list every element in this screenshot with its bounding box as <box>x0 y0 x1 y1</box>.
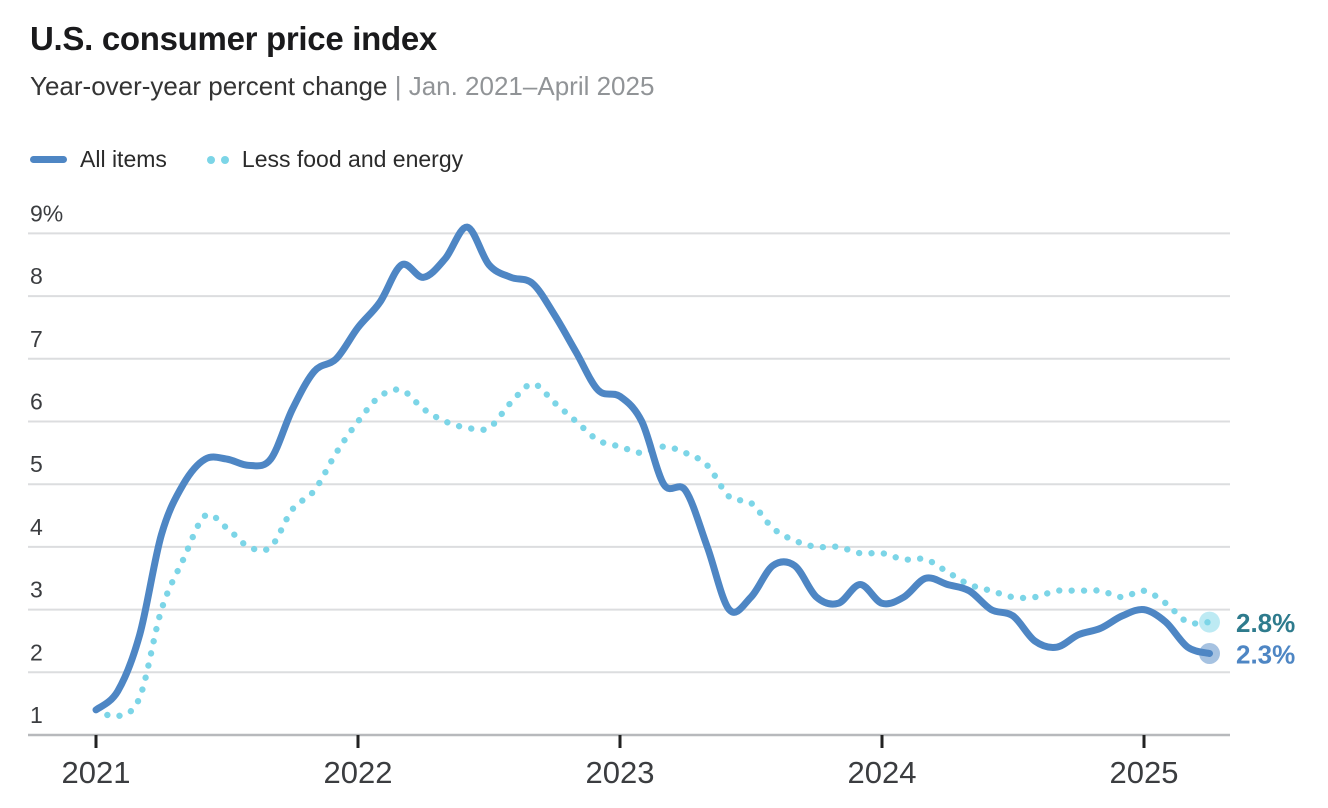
subtitle-measure: Year-over-year percent change <box>30 71 388 101</box>
series-line-less-food-and-energy <box>92 380 1213 720</box>
y-axis-label-3: 3 <box>30 577 43 603</box>
x-axis-label-2024: 2024 <box>848 755 917 790</box>
y-axis-label-6: 6 <box>30 389 43 415</box>
page-title: U.S. consumer price index <box>30 20 437 57</box>
subtitle-date-range: Jan. 2021–April 2025 <box>408 71 655 101</box>
y-axis-label-2: 2 <box>30 639 43 665</box>
y-axis-label-5: 5 <box>30 451 43 477</box>
x-axis-label-2025: 2025 <box>1110 755 1179 790</box>
end-value-label-all-items: 2.3% <box>1236 640 1295 670</box>
y-axis-label-9: 9% <box>30 200 63 226</box>
y-axis-label-8: 8 <box>30 263 43 289</box>
legend-label-less-food-energy: Less food and energy <box>241 146 464 172</box>
end-value-label-less-food-and-energy: 2.8% <box>1236 608 1295 638</box>
page-subtitle: Year-over-year percent change | Jan. 202… <box>30 71 654 102</box>
end-marker-less-food-and-energy <box>1199 611 1220 633</box>
x-axis-label-2021: 2021 <box>62 755 131 790</box>
end-marker-all-items <box>1199 643 1220 664</box>
core-dotted-swatch-icon <box>206 155 229 164</box>
x-axis-label-2022: 2022 <box>324 755 393 790</box>
legend-label-all-items: All items <box>80 146 167 172</box>
y-axis-label-4: 4 <box>30 514 43 540</box>
series-line-all-items <box>92 223 1213 714</box>
all-items-line-swatch-icon <box>30 156 67 163</box>
y-axis-label-1: 1 <box>30 702 43 728</box>
legend-item-less-food-energy: Less food and energy <box>206 146 464 173</box>
legend-item-all-items: All items <box>30 146 167 173</box>
x-axis-label-2023: 2023 <box>586 755 655 790</box>
chart-legend: All items Less food and energy <box>30 146 463 173</box>
y-axis-label-7: 7 <box>30 326 43 352</box>
subtitle-separator: | <box>387 71 409 101</box>
